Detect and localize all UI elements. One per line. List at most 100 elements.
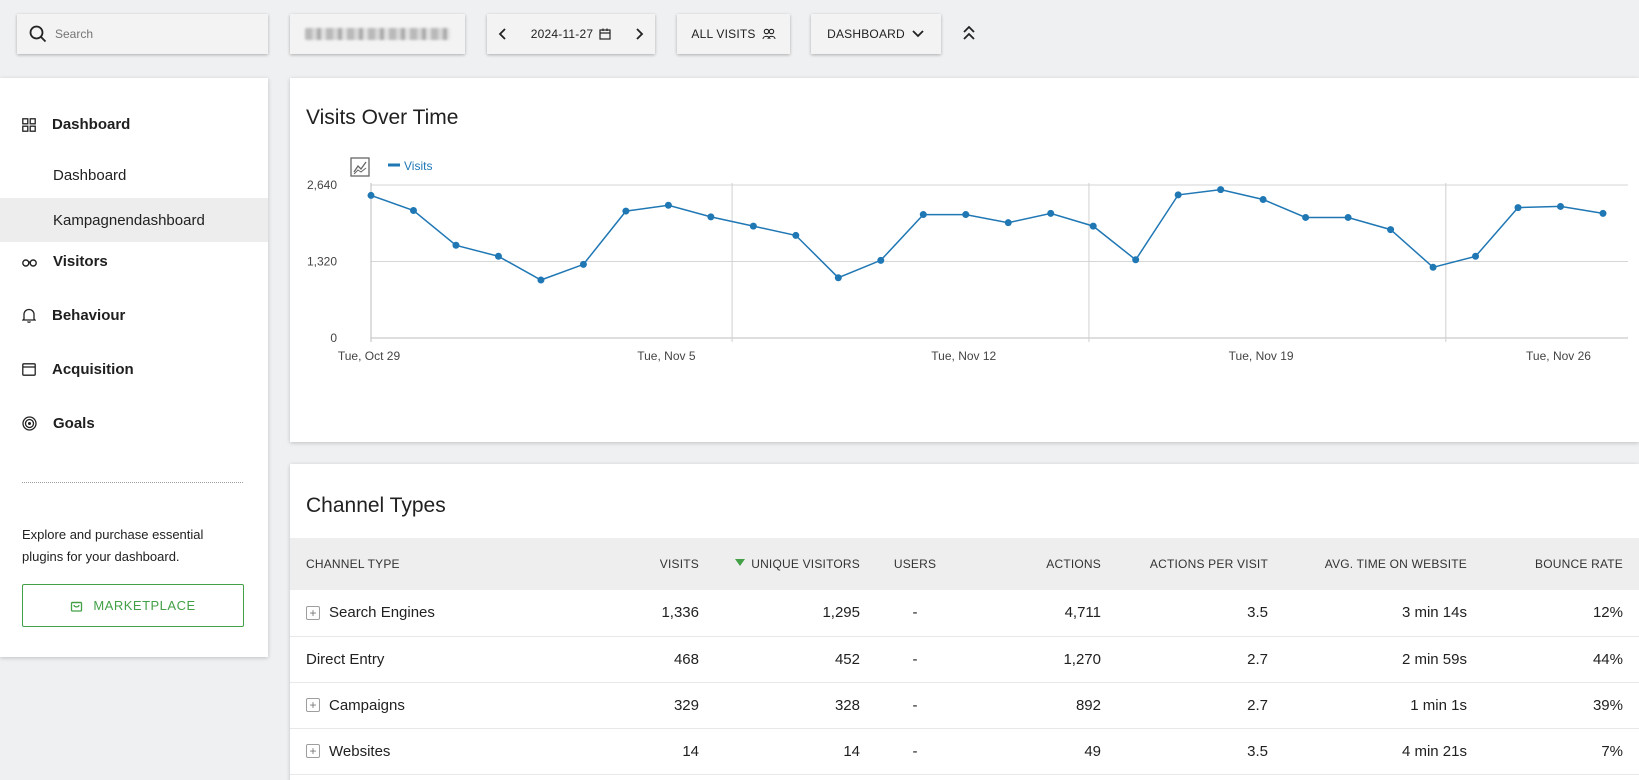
visits-over-time-widget: Visits Over Time 0 1,320 2,640 Tue, Oct 29 T… (290, 78, 1639, 442)
sidebar-category-goals[interactable]: Goals (22, 415, 95, 432)
data-point[interactable] (877, 256, 885, 264)
segment-label: ALL VISITS (691, 27, 756, 41)
sidebar-item-dashboard[interactable]: Dashboard (0, 153, 268, 197)
next-period-icon[interactable] (631, 26, 647, 42)
data-point[interactable] (622, 207, 630, 215)
cell-actions: 1,270 (954, 636, 1117, 683)
sidebar-category-visitors[interactable]: Visitors (22, 253, 108, 270)
data-point[interactable] (537, 276, 545, 284)
row-label: Direct Entry (306, 650, 385, 668)
date-picker-button[interactable]: 2024-11-27 (531, 27, 612, 41)
data-point[interactable] (962, 211, 970, 219)
cell-unique-visitors: 1,295 (715, 590, 876, 637)
data-point[interactable] (452, 241, 460, 249)
column-header-bounce-rate[interactable]: BOUNCE RATE (1483, 538, 1639, 590)
row-label: Campaigns (329, 696, 405, 714)
sidebar-item-kampagnendashboard[interactable]: Kampagnendashboard (0, 198, 268, 242)
collapse-toolbar-button[interactable] (959, 22, 979, 44)
data-point[interactable] (1174, 191, 1182, 199)
expand-row-icon[interactable]: + (306, 605, 320, 620)
data-point[interactable] (1217, 186, 1225, 194)
data-point[interactable] (579, 260, 587, 268)
widget-title: Visits Over Time (306, 106, 459, 129)
segment-selector[interactable]: ALL VISITS (677, 14, 790, 54)
data-point[interactable] (1514, 204, 1522, 212)
dashboard-selector[interactable]: DASHBOARD (811, 14, 941, 54)
data-point[interactable] (1387, 226, 1395, 234)
data-point[interactable] (1344, 213, 1352, 221)
search-box[interactable] (17, 14, 268, 54)
sidebar-category-behaviour[interactable]: Behaviour (22, 307, 125, 324)
data-point[interactable] (1259, 195, 1267, 203)
chart-legend[interactable]: Visits (388, 159, 432, 173)
data-point[interactable] (1599, 209, 1607, 217)
sidebar-category-label: Visitors (53, 253, 108, 270)
table-row[interactable]: + Websites 14 14 - 49 3.5 4 min 21s 7% (290, 728, 1639, 775)
data-point[interactable] (834, 274, 842, 282)
marketplace-button[interactable]: MARKETPLACE (22, 584, 244, 627)
data-point[interactable] (1089, 222, 1097, 230)
data-point[interactable] (1302, 213, 1310, 221)
sidebar-category-label: Acquisition (52, 361, 134, 378)
table-row[interactable]: + Search Engines 1,336 1,295 - 4,711 3.5 … (290, 590, 1639, 637)
cell-actions: 892 (954, 682, 1117, 729)
cell-unique-visitors: 14 (715, 728, 876, 775)
channel-types-widget: Channel Types CHANNEL TYPE VISITS UNIQUE… (290, 464, 1639, 780)
binoculars-icon (22, 258, 37, 267)
row-label: Search Engines (329, 604, 435, 622)
column-header-label: UNIQUE VISITORS (751, 557, 860, 571)
search-input[interactable] (55, 27, 255, 41)
cell-avg-time: 4 min 21s (1284, 728, 1483, 775)
cell-avg-time: 3 min 14s (1284, 590, 1483, 637)
current-date: 2024-11-27 (530, 27, 594, 41)
cell-actions: 4,711 (954, 590, 1117, 637)
target-icon (22, 416, 37, 431)
shopping-bag-icon (71, 601, 83, 612)
column-header-users[interactable]: USERS (876, 538, 954, 590)
data-point[interactable] (664, 201, 672, 209)
cell-users: - (876, 682, 954, 729)
column-header-channel-type[interactable]: CHANNEL TYPE (290, 538, 590, 590)
data-point[interactable] (409, 207, 417, 214)
cell-visits: 1,336 (590, 590, 715, 637)
sidebar-category-acquisition[interactable]: Acquisition (22, 361, 134, 378)
data-point[interactable] (707, 213, 715, 221)
data-point[interactable] (1429, 263, 1437, 271)
cell-avg-time: 2 min 59s (1284, 636, 1483, 683)
column-header-actions-per-visit[interactable]: ACTIONS PER VISIT (1117, 538, 1284, 590)
expand-row-icon[interactable]: + (306, 698, 320, 712)
dashboard-selector-label: DASHBOARD (827, 27, 905, 41)
data-point[interactable] (919, 211, 927, 219)
row-label: Websites (329, 742, 391, 760)
cell-visits: 14 (590, 728, 715, 775)
data-point[interactable] (792, 231, 800, 239)
visits-series-line (370, 188, 1604, 281)
column-header-actions[interactable]: ACTIONS (954, 538, 1117, 590)
legend-series-label: Visits (404, 159, 432, 173)
column-header-unique-visitors[interactable]: UNIQUE VISITORS (715, 538, 876, 590)
x-tick-label: Tue, Nov 12 (931, 349, 996, 363)
cell-actions-per-visit: 3.5 (1117, 728, 1284, 775)
chart-type-button[interactable] (350, 157, 370, 177)
sort-descending-icon (735, 559, 746, 566)
column-header-avg-time-on-website[interactable]: AVG. TIME ON WEBSITE (1284, 538, 1483, 590)
data-point[interactable] (749, 222, 757, 230)
column-header-label: USERS (893, 557, 937, 571)
previous-period-icon[interactable] (495, 26, 511, 42)
data-point[interactable] (494, 252, 502, 260)
data-point[interactable] (1472, 252, 1480, 260)
sidebar-category-dashboard[interactable]: Dashboard (22, 116, 130, 133)
site-selector[interactable] (290, 14, 465, 54)
table-row[interactable]: + Campaigns 329 328 - 892 2.7 1 min 1s 39… (290, 682, 1639, 729)
data-point[interactable] (1132, 256, 1140, 264)
x-tick-label: Tue, Nov 26 (1526, 349, 1591, 363)
data-point[interactable] (1047, 209, 1055, 217)
expand-row-icon[interactable]: + (306, 744, 320, 758)
column-header-visits[interactable]: VISITS (590, 538, 715, 590)
data-point[interactable] (367, 191, 375, 199)
table-header-row: CHANNEL TYPE VISITS UNIQUE VISITORS USER… (290, 538, 1639, 590)
data-point[interactable] (1557, 202, 1565, 210)
table-row[interactable]: Direct Entry 468 452 - 1,270 2.7 2 min 5… (290, 636, 1639, 683)
data-point[interactable] (1004, 219, 1012, 227)
sidebar-category-label: Behaviour (52, 307, 126, 324)
